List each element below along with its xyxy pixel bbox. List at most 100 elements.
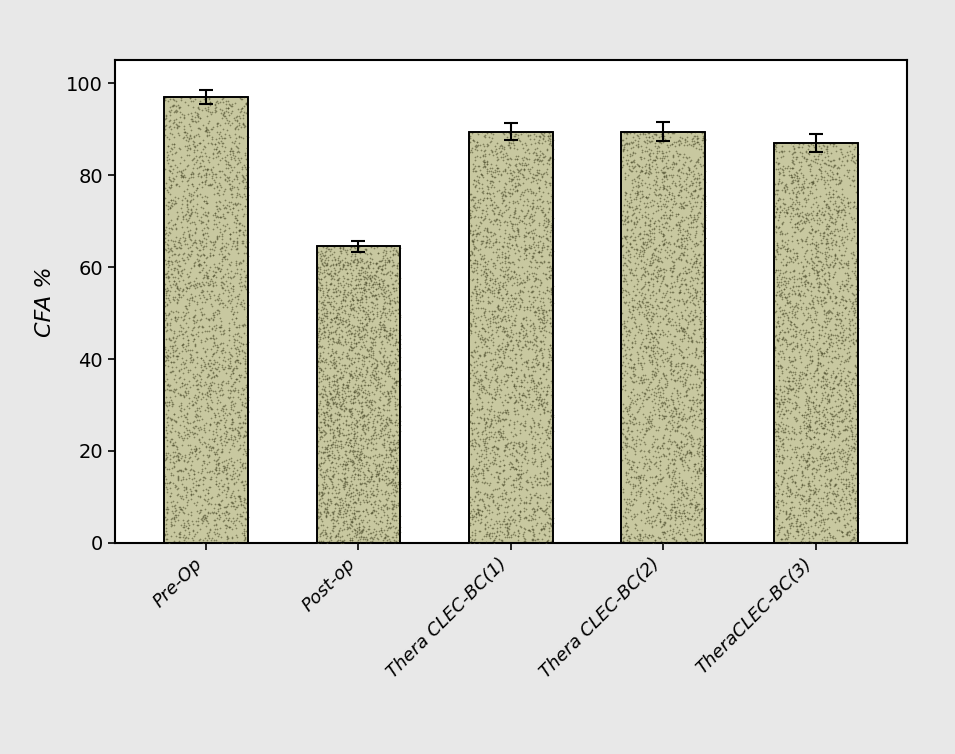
Point xyxy=(332,242,348,254)
Point xyxy=(363,351,378,363)
Point xyxy=(649,363,665,375)
Point xyxy=(692,259,708,271)
Point xyxy=(522,494,538,506)
Point xyxy=(650,492,666,504)
Point xyxy=(333,316,349,328)
Point xyxy=(191,515,206,527)
Point xyxy=(227,334,243,346)
Point xyxy=(315,268,330,280)
Point xyxy=(537,403,552,415)
Point xyxy=(655,440,670,452)
Point xyxy=(801,535,817,547)
Point xyxy=(191,110,206,122)
Point xyxy=(310,435,326,447)
Point xyxy=(237,271,252,284)
Point xyxy=(312,325,328,337)
Point xyxy=(811,347,826,359)
Point xyxy=(334,384,350,396)
Point xyxy=(504,230,520,242)
Point xyxy=(821,268,837,280)
Point xyxy=(225,434,241,446)
Point xyxy=(830,379,845,391)
Point xyxy=(505,222,520,234)
Point xyxy=(352,286,368,298)
Point xyxy=(616,436,631,448)
Point xyxy=(773,435,788,447)
Point xyxy=(466,423,481,435)
Point xyxy=(796,450,811,462)
Point xyxy=(357,490,372,502)
Point xyxy=(357,287,372,299)
Point xyxy=(788,332,803,344)
Point xyxy=(691,138,707,150)
Point xyxy=(466,194,481,206)
Point xyxy=(498,189,513,201)
Point xyxy=(316,416,331,428)
Point xyxy=(673,440,689,452)
Point xyxy=(543,282,559,294)
Point xyxy=(676,438,691,450)
Point xyxy=(633,151,648,163)
Point xyxy=(354,412,370,424)
Point xyxy=(170,472,185,484)
Point xyxy=(804,223,819,235)
Point xyxy=(197,513,212,525)
Point xyxy=(383,308,398,320)
Point xyxy=(523,176,539,188)
Point xyxy=(387,366,402,378)
Point xyxy=(822,453,838,465)
Point xyxy=(796,216,811,228)
Point xyxy=(314,247,329,259)
Point xyxy=(537,255,552,267)
Point xyxy=(196,256,211,268)
Point xyxy=(626,413,641,425)
Point xyxy=(326,332,341,344)
Point xyxy=(542,284,558,296)
Point xyxy=(482,287,498,299)
Point xyxy=(828,296,843,308)
Point xyxy=(364,394,379,406)
Point xyxy=(381,393,396,405)
Point xyxy=(161,222,177,234)
Point xyxy=(798,432,814,444)
Point xyxy=(171,283,186,295)
Point xyxy=(524,280,540,292)
Point xyxy=(194,284,209,296)
Point xyxy=(364,337,379,349)
Point xyxy=(390,409,405,421)
Point xyxy=(817,516,832,528)
Point xyxy=(526,533,541,545)
Point xyxy=(359,244,374,256)
Point xyxy=(830,223,845,235)
Point xyxy=(177,454,192,466)
Point xyxy=(382,328,397,340)
Bar xyxy=(164,97,248,543)
Point xyxy=(386,434,401,446)
Point xyxy=(844,451,860,463)
Point xyxy=(228,348,244,360)
Point xyxy=(210,416,225,428)
Point xyxy=(181,133,197,145)
Point xyxy=(534,345,549,357)
Point xyxy=(626,208,641,220)
Point xyxy=(507,315,522,327)
Point xyxy=(334,306,350,318)
Point xyxy=(517,212,532,224)
Point xyxy=(530,358,545,370)
Point xyxy=(645,441,660,453)
Point xyxy=(680,445,695,457)
Point xyxy=(817,253,833,265)
Point xyxy=(837,267,852,279)
Point xyxy=(620,169,635,181)
Point xyxy=(639,197,654,209)
Point xyxy=(312,510,328,522)
Point xyxy=(180,277,195,289)
Point xyxy=(520,130,536,142)
Point xyxy=(818,199,834,211)
Point xyxy=(462,415,478,428)
Point xyxy=(681,164,696,176)
Point xyxy=(227,150,243,162)
Point xyxy=(695,266,711,278)
Point xyxy=(389,452,404,464)
Point xyxy=(237,201,252,213)
